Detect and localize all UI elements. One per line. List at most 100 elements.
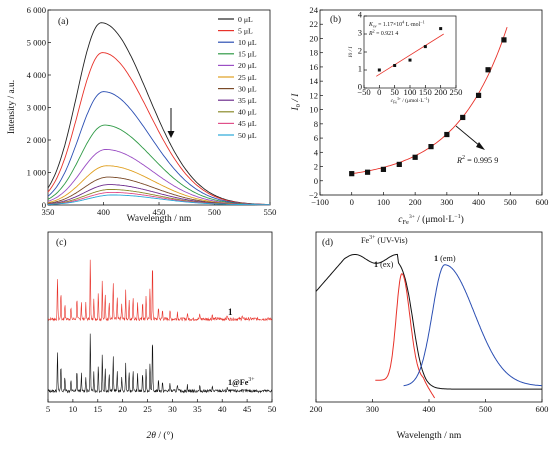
panel-a-ytick-label: 1 000 — [27, 168, 46, 178]
inset-xlabel-c: c — [391, 98, 394, 104]
panel-b-xtick-label: 100 — [377, 197, 390, 207]
panel-d-label: (d) — [322, 237, 333, 248]
panel-a-legend-label: 10 μL — [238, 38, 257, 47]
inset-ksv-sub: sv — [373, 24, 378, 29]
panel-d-xtick-label: 400 — [423, 404, 436, 414]
panel-c-series-2-sup: 3+ — [248, 377, 254, 383]
panel-b-xtick-label: −100 — [311, 197, 329, 207]
panel-a-legend-label: 30 μL — [238, 84, 257, 93]
inset-r2-label: R — [368, 31, 373, 37]
panel-b-r2-label: R — [456, 156, 462, 165]
panel-b-point — [475, 92, 482, 98]
panel-c-xtick-label: 40 — [218, 404, 227, 414]
inset-ksv-unit: L·mol — [404, 22, 420, 28]
panel-b-xlabel-unit-sup: −1 — [454, 214, 460, 220]
panel-a-xtick-label: 500 — [208, 207, 221, 217]
inset-xtick-label: 250 — [450, 87, 463, 97]
panel-b-ytick-label: 18 — [309, 48, 318, 58]
panel-b-ytick-label: 22 — [309, 19, 318, 29]
inset-r2-value: = 0.921 4 — [375, 31, 399, 37]
panel-b-xtick-label: 500 — [504, 197, 517, 207]
panel-b-xlabel-unit: / (μmol·L — [415, 214, 455, 225]
panel-b-r2-sup: 2 — [462, 155, 465, 161]
panel-d-em-curve — [403, 264, 542, 387]
panel-a-legend-label: 0 μL — [238, 15, 253, 24]
panel-a-xtick-label: 350 — [42, 207, 55, 217]
panel-b-ytick-label: 2 — [314, 162, 318, 172]
panel-a-xlabel: Wavelength / nm — [127, 214, 192, 224]
panel-c-xtick-label: 20 — [118, 404, 127, 414]
panel-a-ytick-label: 6 000 — [27, 5, 46, 15]
inset-ytick-label: 0 — [358, 82, 362, 92]
panel-b-xlabel-close: ) — [461, 214, 464, 225]
inset-ksv: Ksv = 1.17×104 L·mol−1 — [368, 20, 425, 29]
panel-c-xlabel: 2θ / (°) — [147, 430, 174, 441]
inset-xlabel-sub: Fe — [393, 100, 397, 105]
inset-ksv-exp: 4 — [402, 20, 405, 25]
panel-d-em-rest: (em) — [438, 254, 456, 263]
panel-c-series-2-name: 1@Fe — [228, 378, 249, 387]
panel-b-ytick-label: −2 — [309, 190, 318, 200]
inset-fit-line — [376, 33, 444, 77]
panel-a-ytick-label: 4 000 — [27, 70, 46, 80]
panel-b-point — [501, 37, 507, 43]
panel-c-series-1-label: 1 — [228, 307, 233, 317]
inset-xtick-label: 200 — [434, 87, 447, 97]
inset-xtick-label: 100 — [404, 87, 417, 97]
panel-b-point — [396, 161, 402, 168]
panel-b-xtick-label: 300 — [440, 197, 453, 207]
inset-xlabel-unit-sup: −1 — [424, 97, 428, 101]
panel-b-xlabel: cFe3+ / (μmol·L−1) — [398, 214, 464, 226]
panel-c-series-2-label: 1@Fe3+ — [228, 377, 255, 387]
panel-c-xtick-label: 15 — [93, 404, 102, 414]
panel-b-ylabel-sub: 0 — [295, 104, 302, 107]
panel-a-legend-label: 35 μL — [238, 96, 257, 105]
panel-c-xlabel-main: 2θ — [147, 431, 157, 441]
panel-a-xtick-label: 550 — [264, 207, 277, 217]
panel-c-frame — [47, 231, 273, 403]
panel-c-xtick-label: 30 — [168, 404, 177, 414]
panel-b-ytick-label: 4 — [314, 147, 319, 157]
inset-point — [408, 58, 412, 62]
inset-xlabel-unit: / (μmol·L — [401, 97, 424, 104]
panel-b-inset: Ksv = 1.17×104 L·mol−1 R2 = 0.921 4 I0 /… — [348, 10, 462, 105]
panel-c-pattern-1 — [47, 259, 273, 322]
panel-b-frame — [319, 9, 543, 196]
panel-b-xtick-label: 200 — [409, 197, 422, 207]
inset-point — [439, 27, 443, 31]
panel-a-legend-label: 20 μL — [238, 61, 257, 70]
panel-b-ylabel-rest: / I — [291, 93, 301, 104]
panel-b-ylabel-i: I — [291, 106, 301, 111]
panel-b-xtick-label: 400 — [472, 197, 485, 207]
panel-d-xtick-label: 600 — [536, 404, 549, 414]
inset-ytick-label: 2 — [358, 46, 362, 56]
panel-a-ytick-label: 3 000 — [27, 103, 46, 113]
panel-c-xtick-label: 5 — [46, 404, 50, 414]
inset-xlabel-close: ) — [428, 97, 430, 104]
panel-d-frame — [315, 231, 543, 403]
panel-d-uvvis-curve — [315, 253, 542, 390]
panel-b-ytick-label: 10 — [309, 105, 318, 115]
inset-xtick-label: 150 — [419, 87, 432, 97]
panel-b-r2: R2 = 0.995 9 — [456, 155, 498, 165]
inset-r2: R2 = 0.921 4 — [368, 29, 398, 38]
panel-d-xtick-label: 300 — [366, 404, 379, 414]
panel-b-xlabel-sup: 3+ — [409, 214, 415, 220]
panel-d-xtick-label: 200 — [310, 404, 323, 414]
panel-a-arrow-head — [167, 131, 175, 138]
panel-b-ytick-label: 16 — [309, 62, 318, 72]
panel-d-label-uvvis: Fe3+ (UV-Vis) — [361, 235, 408, 245]
panel-b-label: (b) — [330, 14, 341, 25]
panel-b-point — [460, 114, 466, 121]
panel-a-ytick-label: 0 — [42, 200, 46, 210]
panel-b-point — [364, 169, 371, 175]
inset-xtick-label: −50 — [357, 87, 370, 97]
inset-r2-sup: 2 — [373, 29, 375, 34]
panel-d-xlabel: Wavelength / nm — [397, 431, 462, 441]
panel-b-xlabel-c: c — [398, 215, 403, 225]
panel-d-uvvis-rest: (UV-Vis) — [375, 236, 407, 245]
inset-xtick-label: 0 — [377, 87, 381, 97]
panel-d-ex-name: 1 — [374, 260, 378, 269]
inset-ytick-label: 3 — [358, 28, 362, 38]
panel-c-label: (c) — [56, 237, 67, 248]
